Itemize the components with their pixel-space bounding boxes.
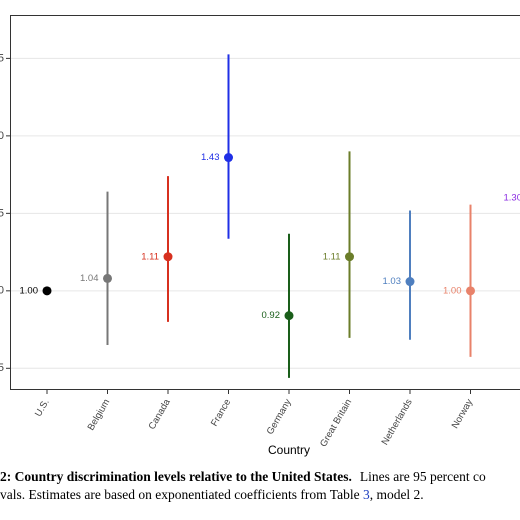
point	[163, 252, 173, 262]
point	[284, 311, 294, 321]
caption-line-2: vals. Estimates are based on exponentiat…	[0, 487, 424, 502]
caption-bold: 2: Country discrimination levels relativ…	[0, 469, 352, 484]
point	[224, 153, 233, 163]
point	[466, 286, 475, 296]
y-tick-label: 1.00	[0, 285, 4, 297]
x-tick-label: U.S.	[33, 397, 52, 419]
value-label: 0.92	[262, 310, 281, 321]
caption-text: vals. Estimates are based on exponentiat…	[0, 487, 363, 502]
value-label: 1.04	[80, 273, 99, 284]
point	[405, 277, 415, 287]
y-tick-label: 1.25	[0, 207, 4, 219]
caption-text-end: , model 2.	[370, 487, 424, 502]
x-tick-label: Great Britain	[318, 397, 354, 449]
value-label: 1.00	[443, 285, 462, 296]
point	[103, 273, 112, 283]
x-tick-label: Germany	[265, 397, 294, 437]
x-tick-label: Norway	[450, 397, 476, 431]
value-label: 1.30	[504, 192, 520, 203]
caption-ref: 3	[363, 487, 370, 502]
caption-line-1: 2: Country discrimination levels relativ…	[0, 469, 486, 484]
x-tick-label: Canada	[147, 397, 174, 432]
x-tick-label: Netherlands	[380, 397, 415, 447]
value-label: 1.03	[383, 276, 402, 287]
point	[42, 286, 52, 296]
value-label: 1.00	[20, 285, 39, 296]
y-tick-label: 1.50	[0, 130, 4, 142]
x-tick-label: France	[209, 397, 233, 428]
caption-rest: Lines are 95 percent co	[360, 469, 486, 484]
y-tick-label: 1.75	[0, 52, 4, 64]
y-tick-label: 0.75	[0, 362, 4, 374]
point	[345, 252, 354, 262]
x-axis-title: Country	[268, 443, 310, 457]
x-tick-label: Belgium	[86, 397, 113, 432]
value-label: 1.11	[141, 251, 159, 262]
value-label: 1.11	[323, 251, 341, 262]
value-label: 1.43	[201, 152, 220, 163]
plot-frame	[10, 15, 520, 390]
